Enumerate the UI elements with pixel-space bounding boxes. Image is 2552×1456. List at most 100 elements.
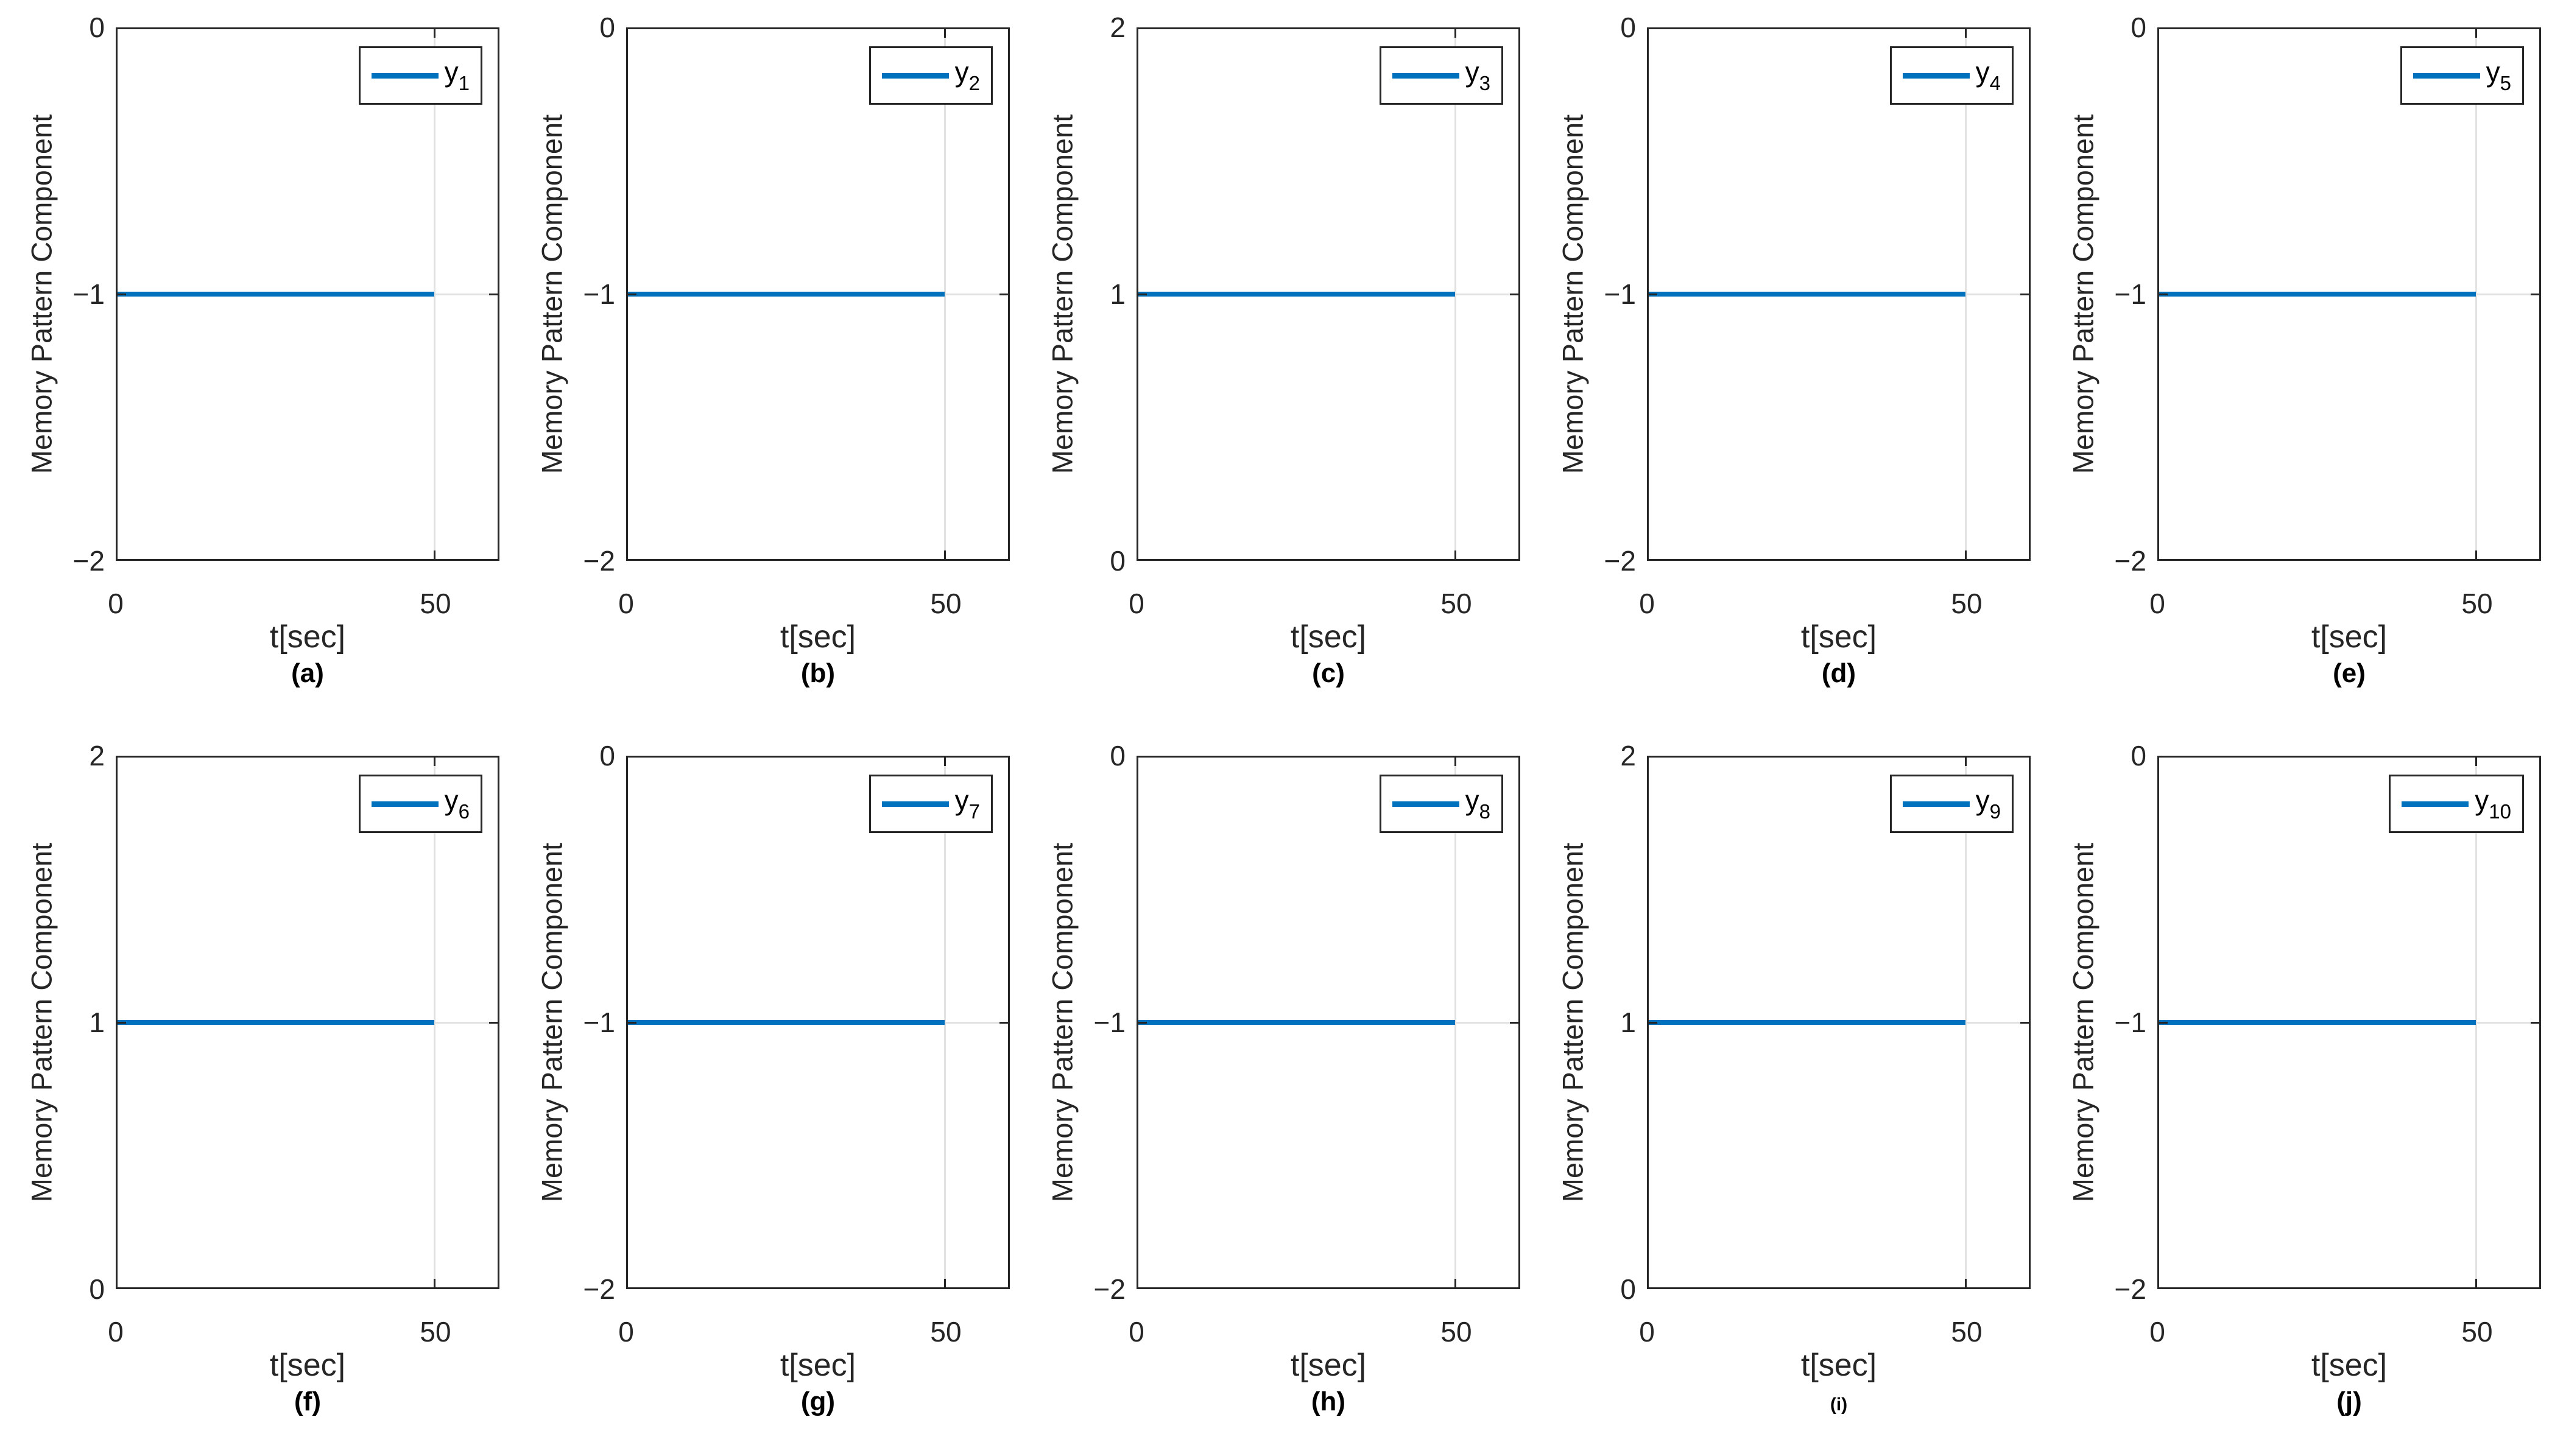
x-axis-label: t[sec] <box>269 619 346 655</box>
y-tick-label-mid: 1 <box>89 1007 105 1038</box>
y-tick-label-bottom: 0 <box>1110 545 1126 577</box>
legend-line-sample <box>2413 72 2480 79</box>
axis-tick-top <box>1964 758 1967 766</box>
axis-tick-bottom <box>1964 1279 1967 1287</box>
axis-tick-right <box>489 293 498 295</box>
y-tick-label-mid: −1 <box>2114 1007 2146 1038</box>
x-axis-label: t[sec] <box>1290 1348 1367 1383</box>
legend-label: y8 <box>1465 784 1490 823</box>
x-tick-label-0: 0 <box>618 588 634 619</box>
x-tick-label-50: 50 <box>420 588 451 619</box>
y-tick-label-top: 0 <box>599 740 615 772</box>
axis-tick-left <box>2159 293 2168 295</box>
series-line <box>628 292 945 297</box>
axis-tick-left <box>628 1021 636 1024</box>
axis-tick-left <box>1649 293 1657 295</box>
legend: y1 <box>358 46 482 105</box>
series-line <box>1138 1020 1455 1025</box>
series-line <box>1138 292 1455 297</box>
y-tick-label-mid: −1 <box>1604 278 1636 310</box>
x-axis-label: t[sec] <box>269 1348 346 1383</box>
x-axis-label: t[sec] <box>780 619 856 655</box>
y-tick-label-mid: −1 <box>583 278 615 310</box>
axis-tick-left <box>118 1021 126 1024</box>
legend: y7 <box>869 775 993 834</box>
plot-area: y2 <box>626 27 1010 561</box>
y-tick-label-top: 2 <box>89 740 105 772</box>
legend-line-sample <box>1902 801 1970 807</box>
subplot-panel: Memory Pattern Component 0 −1 −2 y8 0 50… <box>1021 728 1531 1456</box>
series-line <box>118 1020 434 1025</box>
axis-tick-top <box>433 758 435 766</box>
x-axis-label: t[sec] <box>2311 619 2388 655</box>
x-tick-label-0: 0 <box>2149 1316 2165 1348</box>
series-line <box>628 1020 945 1025</box>
axis-tick-left <box>118 293 126 295</box>
legend: y2 <box>869 46 993 105</box>
axis-tick-bottom <box>433 550 435 559</box>
axis-tick-bottom <box>433 1279 435 1287</box>
x-tick-label-50: 50 <box>1951 588 1983 619</box>
legend-label: y6 <box>444 784 470 823</box>
x-tick-label-50: 50 <box>420 1316 451 1348</box>
axis-tick-top <box>1964 29 1967 38</box>
legend-label: y5 <box>2486 56 2511 94</box>
y-tick-label-top: 0 <box>1110 740 1126 772</box>
legend-line-sample <box>2402 801 2469 807</box>
legend: y8 <box>1379 775 1503 834</box>
x-axis-label: t[sec] <box>780 1348 856 1383</box>
axis-tick-left <box>1138 1021 1147 1024</box>
y-tick-label-bottom: −2 <box>583 545 615 577</box>
subplot-panel: Memory Pattern Component 2 1 0 y9 0 50 t… <box>1531 728 2042 1456</box>
axis-tick-bottom <box>1964 550 1967 559</box>
axis-tick-right <box>2531 293 2539 295</box>
x-tick-label-50: 50 <box>1440 1316 1472 1348</box>
x-tick-label-0: 0 <box>1639 588 1655 619</box>
series-line <box>1649 1020 1965 1025</box>
x-tick-label-0: 0 <box>108 1316 124 1348</box>
series-line <box>2159 1020 2476 1025</box>
legend-label: y9 <box>1975 784 2001 823</box>
axis-tick-right <box>2531 1021 2539 1024</box>
subplot-caption: (j) <box>2336 1387 2362 1416</box>
legend: y10 <box>2389 775 2524 834</box>
axis-tick-bottom <box>2475 550 2477 559</box>
plot-area: y7 <box>626 756 1010 1289</box>
legend-line-sample <box>1392 72 1459 79</box>
y-tick-label-mid: −1 <box>2114 278 2146 310</box>
y-tick-label-top: 0 <box>89 12 105 43</box>
x-tick-label-0: 0 <box>1129 1316 1144 1348</box>
y-tick-label-bottom: 0 <box>1620 1273 1636 1305</box>
axis-tick-bottom <box>943 1279 946 1287</box>
plot-area: y6 <box>116 756 499 1289</box>
x-tick-label-50: 50 <box>1951 1316 1983 1348</box>
y-tick-label-bottom: −2 <box>72 545 105 577</box>
plot-area: y1 <box>116 27 499 561</box>
x-tick-label-0: 0 <box>618 1316 634 1348</box>
y-tick-label-top: 2 <box>1110 12 1126 43</box>
legend-label: y4 <box>1975 56 2001 94</box>
legend-label: y10 <box>2475 784 2511 823</box>
subplot-caption: (d) <box>1821 658 1856 688</box>
subplot-caption: (f) <box>294 1387 321 1416</box>
subplot-panel: Memory Pattern Component 0 −1 −2 y4 0 50… <box>1531 0 2042 728</box>
y-tick-label-mid: 1 <box>1110 278 1126 310</box>
subplot-panel: Memory Pattern Component 0 −1 −2 y10 0 5… <box>2042 728 2552 1456</box>
legend-line-sample <box>371 801 439 807</box>
axis-tick-top <box>1454 29 1456 38</box>
axis-tick-top <box>943 758 946 766</box>
y-tick-label-top: 0 <box>1620 12 1636 43</box>
plot-area: y10 <box>2157 756 2541 1289</box>
subplot-caption: (b) <box>800 658 836 688</box>
subplot-caption: (e) <box>2333 658 2366 688</box>
x-tick-label-50: 50 <box>930 1316 962 1348</box>
axis-tick-bottom <box>1454 550 1456 559</box>
plot-area: y8 <box>1137 756 1520 1289</box>
subplot-caption: (h) <box>1311 1387 1346 1416</box>
y-tick-label-top: 0 <box>2131 740 2146 772</box>
subplot-panel: Memory Pattern Component 0 −1 −2 y5 0 50… <box>2042 0 2552 728</box>
axis-tick-right <box>1510 1021 1518 1024</box>
axis-tick-right <box>1510 293 1518 295</box>
series-line <box>1649 292 1965 297</box>
subplot-caption: (i) <box>1830 1394 1848 1415</box>
